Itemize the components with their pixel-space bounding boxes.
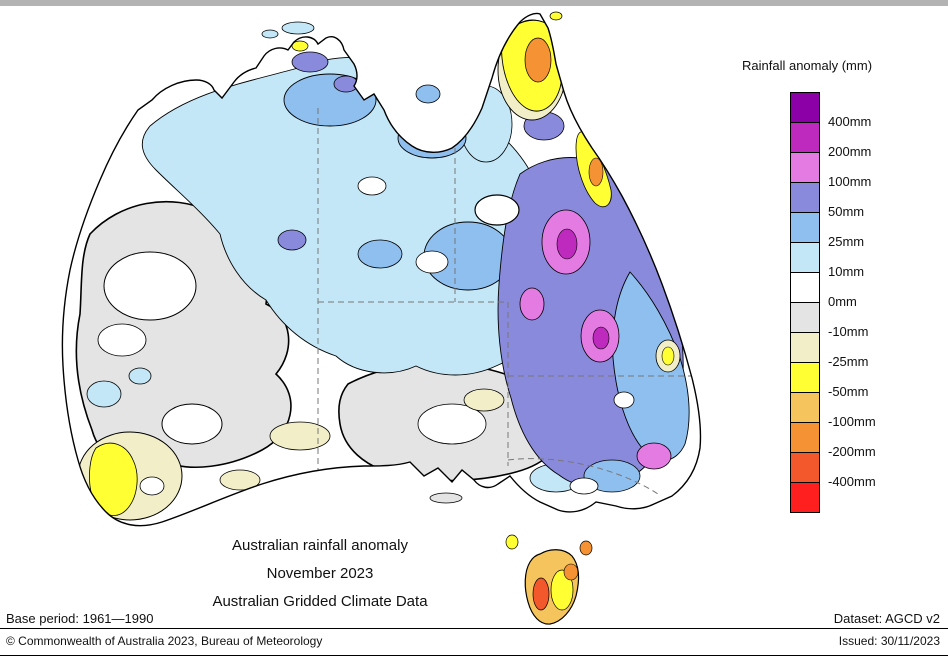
dataset-label: Dataset: AGCD v2: [833, 611, 940, 626]
legend-swatch: [790, 242, 820, 273]
copyright-label: © Commonwealth of Australia 2023, Bureau…: [6, 634, 323, 648]
legend-swatch: [790, 122, 820, 153]
legend-swatch: [790, 212, 820, 243]
legend-swatch: [790, 152, 820, 183]
window-top-strip: [0, 0, 948, 6]
legend-label: -50mm: [828, 384, 869, 399]
legend-swatch: [790, 392, 820, 423]
legend-swatch: [790, 362, 820, 393]
tasmania: [524, 549, 580, 625]
legend: Rainfall anomaly (mm) 400mm 200mm 100mm …: [742, 58, 942, 513]
offshore-islands: [261, 11, 593, 556]
legend-label: 200mm: [828, 144, 872, 159]
legend-label: -25mm: [828, 354, 869, 369]
base-period-label: Base period: 1961—1990: [6, 611, 154, 626]
map-title-line-3: Australian Gridded Climate Data: [212, 593, 428, 610]
legend-swatch: [790, 272, 820, 303]
legend-swatch: [790, 482, 820, 513]
legend-label: 50mm: [828, 204, 865, 219]
state-borders: [317, 108, 700, 495]
footer-divider: [0, 628, 948, 629]
legend-label: -100mm: [828, 414, 876, 429]
legend-label: -10mm: [828, 324, 869, 339]
legend-label: 25mm: [828, 234, 865, 249]
legend-label: 10mm: [828, 264, 865, 279]
legend-swatch: [790, 182, 820, 213]
legend-swatch: [790, 92, 820, 123]
map-title-line-2: November 2023: [266, 565, 374, 582]
legend-label: -400mm: [828, 474, 876, 489]
legend-label: 0mm: [828, 294, 857, 309]
map-titles: Australian rainfall anomaly November 202…: [115, 538, 525, 622]
legend-swatch: [790, 422, 820, 453]
legend-label: -200mm: [828, 444, 876, 459]
issued-label: Issued: 30/11/2023: [838, 634, 940, 648]
legend-swatch: [790, 332, 820, 363]
legend-title: Rainfall anomaly (mm): [742, 58, 873, 73]
legend-swatch: [790, 302, 820, 333]
legend-label: 100mm: [828, 174, 872, 189]
legend-swatch: [790, 452, 820, 483]
legend-label: 400mm: [828, 114, 872, 129]
australia-map: [61, 11, 702, 625]
map-title-line-1: Australian rainfall anomaly: [232, 537, 408, 554]
legend-color-bar: [790, 92, 820, 513]
